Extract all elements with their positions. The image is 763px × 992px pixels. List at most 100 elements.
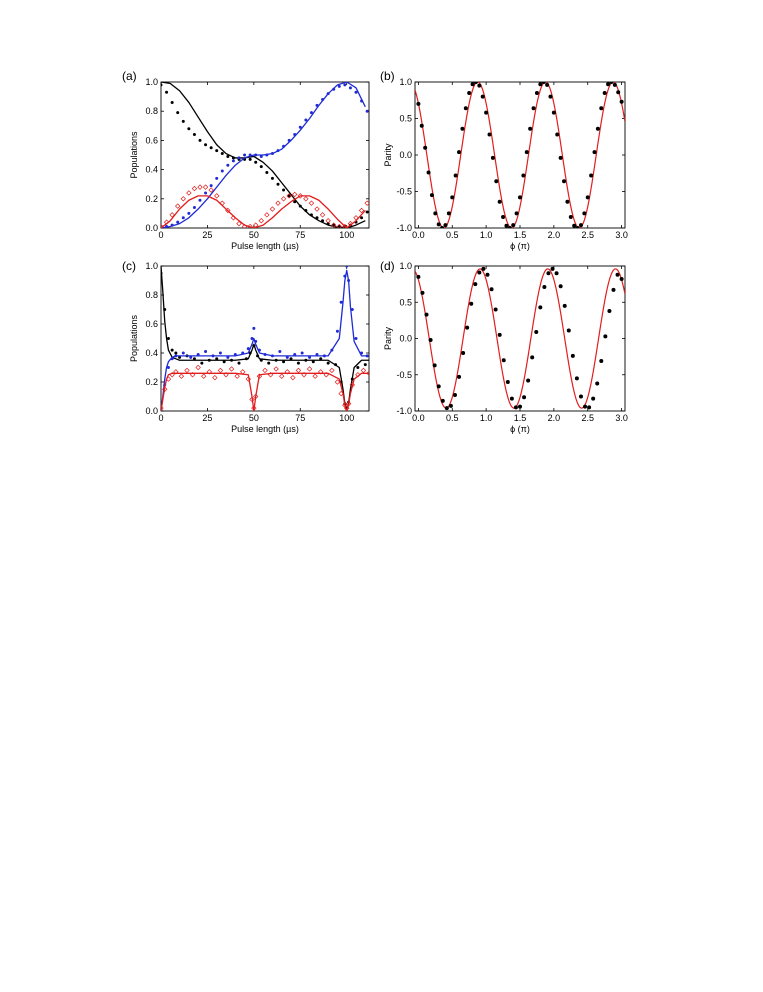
black-data-point bbox=[578, 223, 583, 228]
x-tick-label: 3.0 bbox=[615, 230, 628, 240]
blue-data-point bbox=[170, 223, 174, 227]
red-data-point bbox=[258, 218, 264, 224]
blue-data-point bbox=[218, 351, 222, 355]
blue-fit-line bbox=[161, 82, 366, 228]
blue-data-point bbox=[254, 339, 258, 343]
blue-data-point bbox=[315, 103, 319, 107]
red-data-point bbox=[344, 405, 350, 411]
blue-data-point bbox=[335, 329, 339, 333]
red-data-point bbox=[253, 222, 259, 228]
blue-data-point bbox=[354, 337, 358, 340]
black-data-point bbox=[528, 126, 533, 131]
blue-data-point bbox=[298, 125, 302, 129]
x-tick-label: 1.0 bbox=[480, 230, 493, 240]
x-tick-label: 25 bbox=[202, 230, 212, 240]
blue-data-point bbox=[248, 153, 252, 157]
black-data-point bbox=[493, 307, 498, 312]
red-data-point bbox=[349, 382, 355, 388]
black-data-point bbox=[558, 155, 563, 160]
blue-data-point bbox=[309, 111, 313, 115]
black-data-point bbox=[595, 126, 600, 131]
red-data-point bbox=[225, 207, 231, 214]
blue-data-point bbox=[278, 350, 282, 354]
black-data-point bbox=[457, 374, 462, 379]
black-data-point bbox=[467, 90, 472, 95]
x-tick-label: 75 bbox=[295, 230, 305, 240]
black-data-point bbox=[522, 395, 527, 400]
blue-data-point bbox=[250, 337, 254, 340]
black-data-point bbox=[460, 126, 465, 131]
black-data-point bbox=[465, 325, 470, 330]
black-data-point bbox=[166, 337, 170, 340]
x-axis-label: ϕ (π) bbox=[510, 424, 530, 434]
panel-label: (b) bbox=[380, 69, 395, 83]
y-tick-label: 0.4 bbox=[145, 348, 158, 358]
blue-data-point bbox=[176, 220, 180, 224]
blue-data-point bbox=[300, 351, 304, 355]
blue-data-point bbox=[304, 118, 308, 122]
black-data-point bbox=[524, 150, 529, 155]
blue-data-point bbox=[343, 274, 347, 278]
black-data-point bbox=[514, 211, 519, 216]
red-data-point bbox=[175, 203, 181, 209]
red-data-point bbox=[197, 184, 203, 190]
black-data-point bbox=[256, 354, 260, 358]
blue-data-point bbox=[215, 176, 219, 180]
black-data-point bbox=[350, 377, 354, 381]
blue-data-point bbox=[233, 352, 237, 356]
black-data-point bbox=[315, 216, 319, 220]
blue-data-point bbox=[270, 354, 274, 358]
red-data-point bbox=[240, 369, 246, 375]
black-data-point bbox=[473, 82, 478, 84]
y-tick-label: 0.5 bbox=[399, 297, 412, 307]
black-data-point bbox=[595, 381, 600, 386]
blue-data-point bbox=[196, 352, 200, 356]
red-data-point bbox=[165, 376, 172, 382]
y-tick-label: 0.0 bbox=[145, 406, 158, 416]
black-data-point bbox=[226, 154, 230, 158]
black-data-point bbox=[509, 396, 514, 401]
blue-data-point bbox=[293, 352, 297, 356]
y-tick-label: 0.8 bbox=[145, 106, 158, 116]
blue-data-point bbox=[337, 84, 341, 88]
red-data-point bbox=[308, 200, 315, 206]
black-data-point bbox=[521, 173, 526, 178]
black-data-point bbox=[562, 179, 567, 184]
red-data-point bbox=[329, 367, 335, 374]
blue-data-point bbox=[170, 357, 174, 361]
black-data-point bbox=[490, 155, 495, 160]
blue-data-point bbox=[204, 350, 208, 354]
blue-data-point bbox=[198, 198, 202, 202]
black-data-point bbox=[542, 285, 547, 290]
black-data-point bbox=[582, 211, 587, 216]
red-data-point bbox=[364, 200, 369, 206]
black-data-point bbox=[513, 405, 518, 410]
red-data-point bbox=[345, 401, 352, 407]
black-data-point bbox=[534, 329, 539, 334]
blue-data-point bbox=[246, 347, 250, 351]
black-data-point bbox=[452, 393, 457, 398]
red-data-point bbox=[318, 369, 324, 375]
black-data-point bbox=[494, 179, 499, 184]
red-data-point bbox=[290, 374, 296, 381]
black-data-point bbox=[170, 100, 174, 104]
x-tick-label: 100 bbox=[339, 413, 354, 423]
blue-data-point bbox=[293, 133, 297, 137]
blue-data-point bbox=[348, 86, 352, 90]
blue-data-point bbox=[270, 152, 274, 156]
red-data-point bbox=[334, 379, 341, 385]
panel-label: (d) bbox=[380, 259, 395, 273]
black-data-point bbox=[296, 361, 300, 365]
black-data-point bbox=[436, 384, 441, 389]
black-data-point bbox=[446, 211, 451, 216]
black-data-point bbox=[416, 101, 421, 106]
y-tick-label: 0.8 bbox=[145, 290, 158, 300]
x-tick-label: 0.5 bbox=[446, 230, 459, 240]
red-data-point bbox=[286, 193, 292, 199]
black-data-point bbox=[187, 127, 191, 131]
red-data-point bbox=[306, 366, 313, 372]
black-data-point bbox=[289, 357, 293, 361]
black-data-point bbox=[161, 83, 163, 87]
black-data-point bbox=[440, 398, 445, 403]
black-data-point bbox=[365, 210, 369, 214]
